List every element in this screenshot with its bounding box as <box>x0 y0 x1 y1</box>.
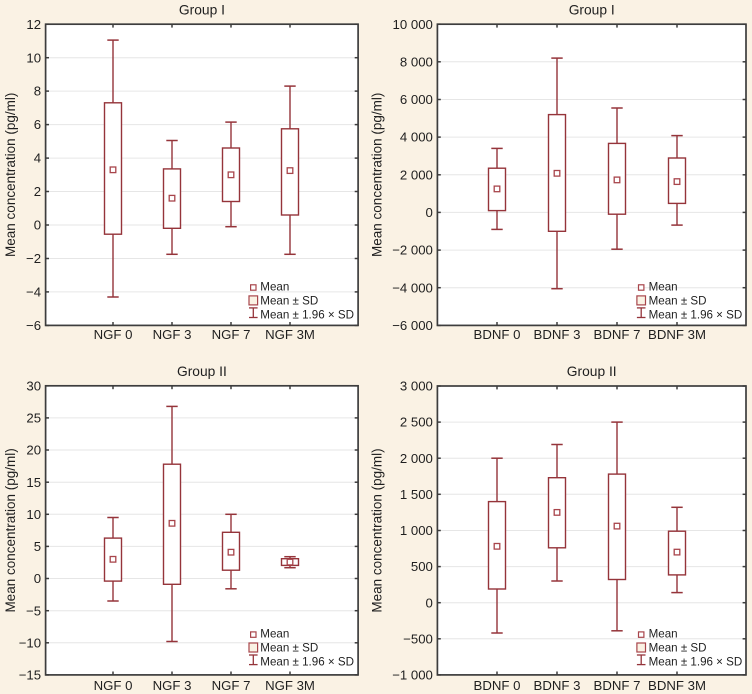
svg-text:−500: −500 <box>403 631 433 646</box>
svg-text:Mean ± SD: Mean ± SD <box>649 642 707 655</box>
svg-text:Group II: Group II <box>567 364 617 379</box>
svg-text:Mean ± 1.96 × SD: Mean ± 1.96 × SD <box>260 655 354 668</box>
svg-text:Mean: Mean <box>260 628 289 641</box>
svg-text:3 000: 3 000 <box>400 379 433 394</box>
svg-text:BDNF 3: BDNF 3 <box>534 678 581 693</box>
svg-text:1 500: 1 500 <box>400 487 433 502</box>
svg-text:NGF 7: NGF 7 <box>212 678 251 693</box>
svg-text:30: 30 <box>26 378 41 393</box>
svg-text:−2: −2 <box>26 251 41 266</box>
svg-text:15: 15 <box>26 475 41 490</box>
svg-text:−5: −5 <box>26 603 41 618</box>
svg-text:Mean ± SD: Mean ± SD <box>260 294 318 307</box>
svg-text:8 000: 8 000 <box>400 54 433 69</box>
svg-text:6 000: 6 000 <box>400 92 433 107</box>
svg-text:−15: −15 <box>19 668 41 683</box>
svg-text:Mean: Mean <box>649 628 678 641</box>
svg-text:4: 4 <box>34 151 41 166</box>
svg-text:−4 000: −4 000 <box>392 280 433 295</box>
svg-text:0: 0 <box>426 595 433 610</box>
svg-text:BDNF 3M: BDNF 3M <box>648 327 706 342</box>
svg-text:0: 0 <box>34 218 41 233</box>
svg-text:NGF 7: NGF 7 <box>212 327 251 342</box>
svg-text:NGF 0: NGF 0 <box>94 678 133 693</box>
svg-text:BDNF 7: BDNF 7 <box>594 327 641 342</box>
svg-text:10: 10 <box>26 507 41 522</box>
svg-text:Mean concentration (pg/ml): Mean concentration (pg/ml) <box>3 448 18 612</box>
svg-text:2 000: 2 000 <box>400 167 433 182</box>
svg-text:Group II: Group II <box>177 364 227 379</box>
svg-text:12: 12 <box>26 17 41 32</box>
svg-text:0: 0 <box>34 571 41 586</box>
svg-text:2 000: 2 000 <box>400 451 433 466</box>
svg-text:BDNF 3: BDNF 3 <box>534 327 581 342</box>
svg-text:BDNF 7: BDNF 7 <box>594 678 641 693</box>
svg-text:2: 2 <box>34 184 41 199</box>
svg-text:0: 0 <box>426 205 433 220</box>
svg-text:Mean ± 1.96 × SD: Mean ± 1.96 × SD <box>649 308 743 321</box>
svg-text:6: 6 <box>34 117 41 132</box>
svg-text:5: 5 <box>34 539 41 554</box>
svg-text:Mean ± 1.96 × SD: Mean ± 1.96 × SD <box>649 655 743 668</box>
svg-text:NGF 3M: NGF 3M <box>265 678 315 693</box>
svg-text:NGF 0: NGF 0 <box>94 327 133 342</box>
svg-text:10: 10 <box>26 50 41 65</box>
svg-text:Mean: Mean <box>649 281 678 294</box>
svg-text:Mean concentration (pg/ml): Mean concentration (pg/ml) <box>370 448 385 612</box>
svg-text:NGF 3M: NGF 3M <box>265 327 315 342</box>
svg-text:Mean concentration (pg/ml): Mean concentration (pg/ml) <box>370 93 385 257</box>
svg-text:8: 8 <box>34 84 41 99</box>
svg-text:BDNF 3M: BDNF 3M <box>648 678 706 693</box>
svg-text:4 000: 4 000 <box>400 130 433 145</box>
svg-text:BDNF 0: BDNF 0 <box>474 327 521 342</box>
svg-text:20: 20 <box>26 443 41 458</box>
svg-text:Group I: Group I <box>179 2 225 17</box>
svg-text:−2 000: −2 000 <box>392 243 433 258</box>
svg-text:−6 000: −6 000 <box>392 318 433 333</box>
svg-text:Mean ± 1.96 × SD: Mean ± 1.96 × SD <box>260 308 354 321</box>
svg-text:NGF 3: NGF 3 <box>153 678 192 693</box>
svg-text:500: 500 <box>411 559 433 574</box>
svg-text:Mean: Mean <box>260 281 289 294</box>
svg-text:10 000: 10 000 <box>393 17 433 32</box>
svg-text:Mean ± SD: Mean ± SD <box>649 294 707 307</box>
svg-text:Group I: Group I <box>569 2 615 17</box>
svg-text:Mean ± SD: Mean ± SD <box>260 642 318 655</box>
svg-text:NGF 3: NGF 3 <box>153 327 192 342</box>
svg-text:1 000: 1 000 <box>400 523 433 538</box>
svg-text:−1 000: −1 000 <box>392 668 433 683</box>
svg-text:Mean concentration (pg/ml): Mean concentration (pg/ml) <box>3 93 18 257</box>
svg-text:−4: −4 <box>26 285 41 300</box>
svg-text:BDNF 0: BDNF 0 <box>474 678 521 693</box>
svg-text:25: 25 <box>26 411 41 426</box>
svg-text:2 500: 2 500 <box>400 415 433 430</box>
svg-text:−6: −6 <box>26 318 41 333</box>
svg-text:−10: −10 <box>19 635 41 650</box>
